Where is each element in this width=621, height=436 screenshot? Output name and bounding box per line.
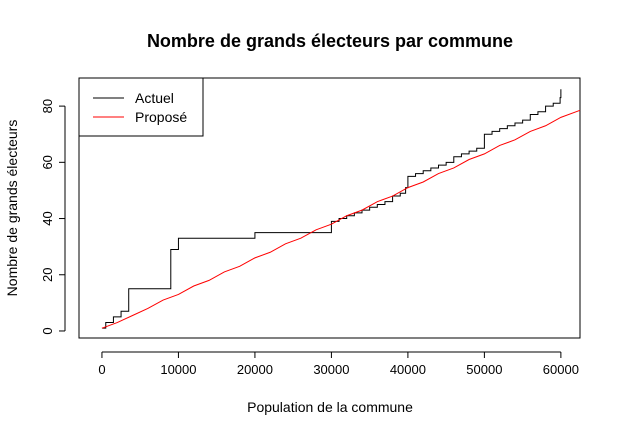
legend: Actuel Proposé	[78, 77, 204, 137]
chart-title: Nombre de grands électeurs par commune	[147, 31, 513, 51]
y-tick-label: 60	[40, 155, 55, 169]
series-layer	[101, 89, 581, 329]
y-tick-label: 80	[40, 99, 55, 113]
y-tick-label: 40	[40, 211, 55, 225]
x-tick-label: 20000	[237, 362, 273, 377]
legend-label-propose: Proposé	[135, 109, 187, 125]
x-tick-label: 0	[98, 362, 105, 377]
series-line-propose	[101, 109, 581, 329]
legend-label-actuel: Actuel	[135, 90, 174, 106]
x-tick-label: 60000	[543, 362, 579, 377]
y-axis-label: Nombre de grands électeurs	[4, 120, 20, 297]
series-line-actuel	[101, 89, 562, 329]
x-tick-label: 40000	[390, 362, 426, 377]
legend-box	[78, 77, 204, 137]
x-tick-label: 50000	[466, 362, 502, 377]
x-tick-label: 30000	[313, 362, 349, 377]
y-tick-label: 0	[40, 327, 55, 334]
plot-area	[78, 77, 581, 339]
axes-layer: 0 10000 20000 30000 40000 50000 60000 0 20 40 60 80	[40, 99, 579, 377]
plot-frame	[78, 77, 581, 339]
x-axis-label: Population de la commune	[247, 399, 413, 415]
x-tick-label: 10000	[160, 362, 196, 377]
y-tick-label: 20	[40, 268, 55, 282]
